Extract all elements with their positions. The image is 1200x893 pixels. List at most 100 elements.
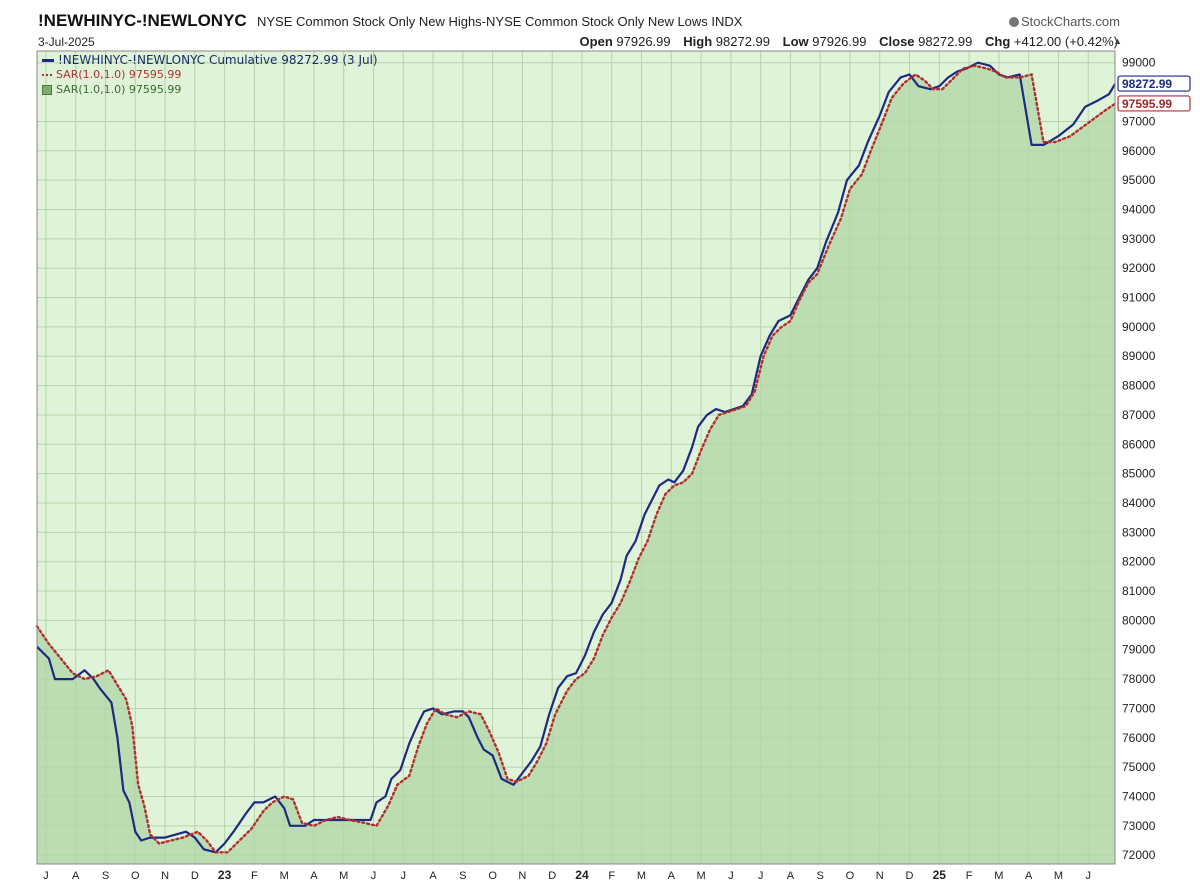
x-tick-label: J [43, 870, 49, 882]
y-tick-label: 89000 [1122, 349, 1156, 363]
last-value-sar-label-box [1117, 95, 1191, 112]
chg-value: +412.00 (+0.42%) [1013, 34, 1118, 49]
y-tick-label: 95000 [1122, 173, 1156, 187]
legend-sar-area: SAR(1.0,1.0) 97595.99 [42, 83, 181, 96]
chart-date: 3-Jul-2025 [38, 35, 95, 49]
x-tick-label: M [994, 870, 1003, 882]
last-value-line-label: 98272.99 [1122, 77, 1172, 91]
y-tick-label: 73000 [1122, 819, 1156, 833]
y-tick-label: 87000 [1122, 408, 1156, 422]
collapse-arrow-icon[interactable]: ▲ [1113, 36, 1122, 46]
x-tick-label: J [401, 870, 407, 882]
y-tick-label: 91000 [1122, 291, 1156, 305]
high-value: 98272.99 [715, 34, 771, 49]
x-tick-label: M [1054, 870, 1063, 882]
y-tick-label: 74000 [1122, 789, 1156, 803]
y-tick-label: 76000 [1122, 731, 1156, 745]
chg-label: Chg [985, 34, 1011, 49]
x-tick-label: D [548, 870, 556, 882]
y-tick-label: 80000 [1122, 613, 1156, 627]
y-tick-label: 92000 [1122, 261, 1156, 275]
x-year-label: 23 [218, 868, 232, 882]
x-tick-label: F [608, 870, 615, 882]
y-tick-label: 88000 [1122, 379, 1156, 393]
close-label: Close [879, 34, 915, 49]
y-tick-label: 90000 [1122, 320, 1156, 334]
x-tick-label: O [131, 870, 140, 882]
x-tick-label: N [876, 870, 884, 882]
x-tick-label: M [637, 870, 646, 882]
x-tick-label: A [429, 870, 437, 882]
y-tick-label: 86000 [1122, 437, 1156, 451]
x-tick-label: J [758, 870, 764, 882]
x-tick-label: A [1025, 870, 1033, 882]
chart-symbol: !NEWHINYC-!NEWLONYC [38, 11, 247, 30]
y-tick-label: 72000 [1122, 848, 1156, 862]
y-tick-label: 97000 [1122, 114, 1156, 128]
x-tick-label: M [339, 870, 348, 882]
y-tick-label: 78000 [1122, 672, 1156, 686]
y-tick-label: 82000 [1122, 555, 1156, 569]
y-tick-label: 84000 [1122, 496, 1156, 510]
x-tick-label: O [488, 870, 497, 882]
x-tick-label: S [102, 870, 109, 882]
legend-area-swatch [42, 85, 52, 95]
x-tick-label: F [251, 870, 258, 882]
sar-line [35, 64, 1117, 854]
last-value-line-label-box [1117, 75, 1191, 92]
x-tick-label: D [906, 870, 914, 882]
legend-sar-label: SAR(1.0,1.0) 97595.99 [56, 68, 182, 81]
y-tick-label: 79000 [1122, 643, 1156, 657]
last-value-sar-label: 97595.99 [1122, 97, 1172, 111]
x-tick-label: S [817, 870, 824, 882]
legend-line: !NEWHINYC-!NEWLONYC Cumulative 98272.99 … [42, 53, 378, 67]
legend-line-label: !NEWHINYC-!NEWLONYC Cumulative 98272.99 … [58, 53, 378, 67]
x-tick-label: J [1085, 870, 1091, 882]
cumulative-line [36, 61, 1116, 854]
x-tick-label: F [966, 870, 973, 882]
legend-line-swatch [42, 59, 54, 62]
stockcharts-logo[interactable]: StockCharts.com [1009, 14, 1120, 29]
legend-sar-area-label: SAR(1.0,1.0) 97595.99 [56, 83, 182, 96]
open-value: 97926.99 [616, 34, 671, 49]
x-tick-label: J [371, 870, 377, 882]
y-tick-label: 75000 [1122, 760, 1156, 774]
legend-sar: SAR(1.0,1.0) 97595.99 [42, 68, 181, 81]
y-tick-label: 85000 [1122, 467, 1156, 481]
ohlc-readout: Open 97926.99 High 98272.99 Low 97926.99… [580, 34, 1118, 49]
x-tick-label: A [787, 870, 795, 882]
low-value: 97926.99 [812, 34, 867, 49]
x-tick-label: J [728, 870, 734, 882]
close-value: 98272.99 [918, 34, 973, 49]
logo-icon [1009, 17, 1020, 27]
high-label: High [683, 34, 713, 49]
x-tick-label: D [191, 870, 199, 882]
x-year-label: 24 [575, 868, 589, 882]
x-tick-label: M [280, 870, 289, 882]
x-tick-label: S [459, 870, 466, 882]
y-tick-label: 77000 [1122, 701, 1156, 715]
x-year-label: 25 [933, 868, 947, 882]
legend-sar-swatch [42, 74, 52, 76]
x-tick-label: N [518, 870, 526, 882]
y-tick-label: 94000 [1122, 202, 1156, 216]
plot-border [36, 50, 1116, 865]
low-label: Low [782, 34, 809, 49]
logo-text: StockCharts.com [1021, 14, 1120, 29]
y-tick-label: 93000 [1122, 232, 1156, 246]
y-tick-label: 81000 [1122, 584, 1156, 598]
x-tick-label: M [696, 870, 705, 882]
chart-description: NYSE Common Stock Only New Highs-NYSE Co… [257, 14, 743, 29]
y-tick-label: 96000 [1122, 144, 1156, 158]
open-label: Open [579, 34, 613, 49]
x-tick-label: A [668, 870, 676, 882]
x-tick-label: N [161, 870, 169, 882]
y-tick-label: 99000 [1122, 56, 1156, 70]
sar-area-fill [37, 65, 1115, 864]
x-tick-label: A [72, 870, 80, 882]
x-tick-label: A [310, 870, 318, 882]
x-tick-label: O [846, 870, 855, 882]
y-tick-label: 83000 [1122, 525, 1156, 539]
